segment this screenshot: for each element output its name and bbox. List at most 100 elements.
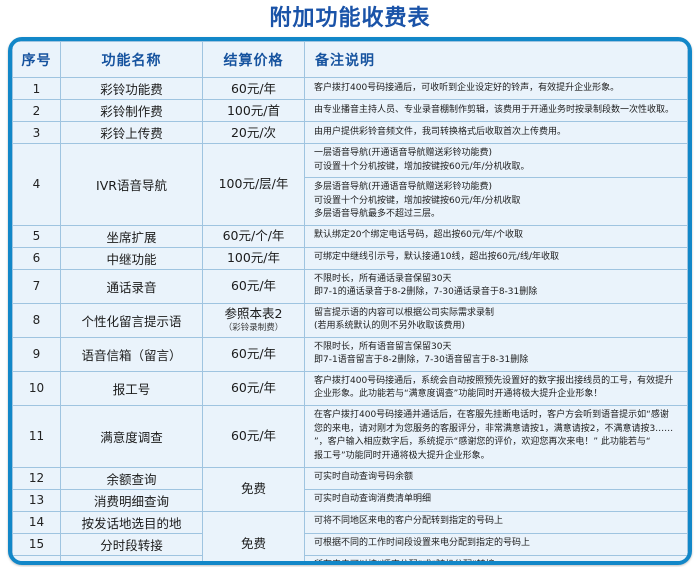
table-row: 6 中继功能 100元/年 可绑定中继线引示号，默认接通10线，超出按60元/线/年收… (12, 246, 688, 270)
cell-no: 10 (12, 370, 61, 406)
cell-price: 参照本表2 （彩铃录制费） (202, 302, 305, 338)
cell-name: 个性化留言提示语 (60, 302, 203, 338)
table-header: 序号 功能名称 结算价格 备注说明 (12, 41, 688, 78)
cell-price: 20元/次 (202, 121, 305, 144)
table-row: 10 报工号 60元/年 客户拨打400号码接通后，系统会自动按照预先设置好的数字报出… (12, 370, 688, 406)
cell-price: 100元/层/年 (202, 143, 305, 226)
column-header-no: 序号 (12, 41, 61, 78)
cell-name: 中继功能 (60, 246, 203, 270)
cell-no: 4 (12, 143, 61, 226)
note-line: (若用系统默认的则不另外收取该费用) (314, 321, 466, 331)
cell-price: 60元/个/年 (202, 224, 305, 248)
cell-name: 满意度调查 (60, 404, 203, 468)
table-row: 4 IVR语音导航 100元/层/年 一层语音导航(开通语音导航赠送彩铃功能费) 可设置… (12, 143, 688, 226)
cell-name: IVR语音导航 (60, 143, 203, 226)
cell-note: 由专业播音主持人员、专业录音棚制作剪辑，该费用于开通业务时按录制段数一次性收取。 (304, 99, 688, 122)
cell-note: 可根据不同的工作时间段设置来电分配到指定的号码上 (304, 532, 688, 556)
column-header-price: 结算价格 (202, 41, 305, 78)
cell-note: 在客户拨打400号码接通并通话后，在客服先挂断电话时，客户方会听到语音提示如“感… (304, 404, 688, 468)
note-line: 可设置十个分机按键，增加按键按60元/年/分机收取 (314, 195, 521, 206)
cell-note: 多层语音导航(开通语音导航赠送彩铃功能费) 可设置十个分机按键，增加按键按60元/… (304, 177, 688, 226)
note-line: 即7-1语音留言于8-2删除，7-30语音留言于8-31删除 (314, 355, 529, 365)
fee-table-inner: 序号 功能名称 结算价格 备注说明 1 彩铃功能费 60元/年 客户拨打400号码接通… (12, 41, 688, 561)
cell-name: 语音信箱（留言） (60, 336, 203, 372)
cell-price: 免费 (202, 510, 305, 561)
note-line: 不限时长，所有通话录音保留30天 (314, 273, 452, 284)
note-line: 默认绑定20个绑定电话号码，超出按60元/年/个收取 (314, 230, 523, 241)
table-row: 7 通话录音 60元/年 不限时长，所有通话录音保留30天即7-1的通话录音于8-2删… (12, 268, 688, 304)
table-row: 14 按发话地选目的地 免费 可将不同地区来电的客户分配转到指定的号码上 (12, 510, 688, 561)
table-row: 5 坐席扩展 60元/个/年 默认绑定20个绑定电话号码，超出按60元/年/个收取 (12, 224, 688, 248)
cell-name: 报工号 (60, 370, 203, 406)
note-line: 客户拨打400号码接通后，系统会自动按照预先设置好的数字报出接线员的工号，有效提… (314, 375, 674, 386)
cell-note: 默认绑定20个绑定电话号码，超出按60元/年/个收取 (304, 224, 688, 248)
cell-no: 13 (12, 488, 61, 512)
cell-no: 9 (12, 336, 61, 372)
cell-note: 所有来电可以按“顺序分配”或“随机分配”转接 (304, 554, 688, 561)
cell-name: 通话录音 (60, 268, 203, 304)
note-line: 即7-1的通话录音于8-2删除，7-30通话录音于8-31删除 (314, 287, 538, 297)
cell-name: 分时段转接 (60, 532, 203, 556)
cell-no: 7 (12, 268, 61, 304)
table-row: 8 个性化留言提示语 参照本表2 （彩铃录制费） 留言提示语的内容可以根据公司实际需求录… (12, 302, 688, 338)
note-line: 在客户拨打400号码接通并通话后，在客服先挂断电话时，客户方会听到语音提示如“感… (314, 410, 669, 420)
cell-note: 可实时自动查询号码余额 (304, 466, 688, 490)
cell-price: 60元/年 (202, 268, 305, 304)
table-row: 9 语音信箱（留言） 60元/年 不限时长，所有语音留言保留30天即7-1语音留言于8… (12, 336, 688, 372)
cell-price: 100元/首 (202, 99, 305, 122)
cell-note: 可实时自动查询消费清单明细 (304, 488, 688, 512)
note-line: 可将不同地区来电的客户分配转到指定的号码上 (314, 516, 504, 527)
table-body: 1 彩铃功能费 60元/年 客户拨打400号码接通后，可收听到企业设定好的铃声，有效提… (12, 77, 688, 561)
table-row: 16智能来电分配所有来电可以按“顺序分配”或“随机分配”转接 (12, 554, 688, 561)
page-title: 附加功能收费表 (269, 6, 431, 31)
cell-note: 一层语音导航(开通语音导航赠送彩铃功能费) 可设置十个分机按键，增加按键按60元/… (304, 143, 688, 178)
cell-no: 6 (12, 246, 61, 270)
cell-no: 15 (12, 532, 61, 556)
note-line: 可设置十个分机按键，增加按键按60元/年/分机收取。 (314, 161, 530, 172)
cell-note: 不限时长，所有通话录音保留30天即7-1的通话录音于8-2删除，7-30通话录音… (304, 268, 688, 304)
table-row: 多层语音导航(开通语音导航赠送彩铃功能费) 可设置十个分机按键，增加按键按60元/… (13, 177, 688, 226)
cell-name: 消费明细查询 (60, 488, 203, 512)
cell-name: 彩铃上传费 (60, 121, 203, 144)
table-row: 11 满意度调查 60元/年 在客户拨打400号码接通并通话后，在客服先挂断电话时，客… (12, 404, 688, 468)
note-line: 一层语音导航(开通语音导航赠送彩铃功能费) (314, 148, 493, 158)
cell-note: 客户拨打400号码接通后，可收听到企业设定好的铃声，有效提升企业形象。 (304, 77, 688, 100)
cell-no: 16 (12, 554, 61, 561)
table-row: 2 彩铃制作费 100元/首 由专业播音主持人员、专业录音棚制作剪辑，该费用于开通业务… (12, 99, 688, 122)
cell-note: 客户拨打400号码接通后，系统会自动按照预先设置好的数字报出接线员的工号，有效提… (304, 370, 688, 406)
note-line: 企业形象。此功能若与“满意度调查”功能同时开通将极大提升企业形象！ (314, 389, 603, 399)
cell-note: 不限时长，所有语音留言保留30天即7-1语音留言于8-2删除，7-30语音留言于… (304, 336, 688, 372)
column-header-note: 备注说明 (304, 41, 688, 78)
cell-name: 坐席扩展 (60, 224, 203, 248)
cell-note: 留言提示语的内容可以根据公司实际需求录制 (若用系统默认的则不另外收取该费用) (304, 302, 688, 338)
note-line: 留言提示语的内容可以根据公司实际需求录制 (314, 307, 495, 318)
cell-price: 60元/年 (202, 370, 305, 406)
note-line: 由用户提供彩铃音频文件，我司转换格式后收取首次上传费用。 (314, 126, 567, 137)
note-line: 不限时长，所有语音留言保留30天 (314, 341, 452, 352)
cell-name: 按发话地选目的地 (60, 510, 203, 534)
cell-name: 余额查询 (60, 466, 203, 490)
cell-no: 3 (12, 121, 61, 144)
cell-no: 2 (12, 99, 61, 122)
cell-no: 8 (12, 302, 61, 338)
note-line: 可实时自动查询消费清单明细 (314, 494, 432, 505)
cell-price: 100元/年 (202, 246, 305, 270)
table-header-row: 序号 功能名称 结算价格 备注说明 (12, 41, 688, 78)
note-line: 多层语音导航(开通语音导航赠送彩铃功能费) (314, 182, 493, 192)
fee-table: 序号 功能名称 结算价格 备注说明 1 彩铃功能费 60元/年 客户拨打400号码接通… (12, 41, 688, 561)
cell-name: 智能来电分配 (60, 554, 203, 561)
table-row: 15 分时段转接 可根据不同的工作时间段设置来电分配到指定的号码上 (12, 532, 688, 556)
table-row: 12 余额查询 免费 可实时自动查询号码余额 (12, 466, 688, 512)
note-line: 可实时自动查询号码余额 (314, 472, 414, 483)
cell-note: 可绑定中继线引示号，默认接通10线，超出按60元/线/年收取 (304, 246, 688, 270)
note-line: 您的来电，请对刚才为您服务的客服评分，非常满意请按1，满意请按2，不满意请按3…… (314, 423, 674, 434)
note-line: 所有来电可以按“顺序分配”或“随机分配”转接 (314, 559, 679, 561)
note-line: 客户拨打400号码接通后，可收听到企业设定好的铃声，有效提升企业形象。 (314, 82, 620, 93)
cell-price: 60元/年 (202, 336, 305, 372)
cell-no: 5 (12, 224, 61, 248)
column-header-name: 功能名称 (60, 41, 203, 78)
cell-no: 14 (12, 510, 61, 534)
cell-note: 可将不同地区来电的客户分配转到指定的号码上 (304, 510, 688, 534)
cell-note: 由用户提供彩铃音频文件，我司转换格式后收取首次上传费用。 (304, 121, 688, 144)
cell-name: 彩铃制作费 (60, 99, 203, 122)
